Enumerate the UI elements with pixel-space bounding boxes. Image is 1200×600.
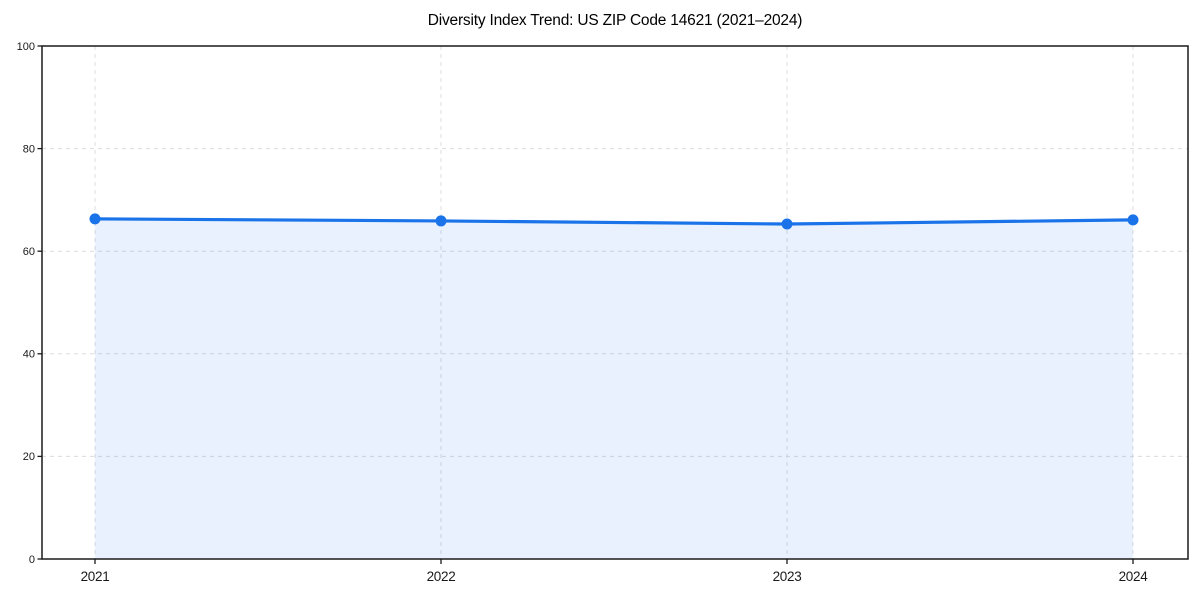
data-point-marker xyxy=(435,215,447,227)
y-tick-label: 80 xyxy=(23,143,35,155)
x-tick-label: 2021 xyxy=(81,569,110,584)
y-tick-label: 0 xyxy=(29,554,35,566)
x-tick-label: 2023 xyxy=(773,569,802,584)
y-tick-label: 60 xyxy=(23,246,35,258)
chart-title: Diversity Index Trend: US ZIP Code 14621… xyxy=(427,12,803,29)
y-tick-label: 100 xyxy=(17,41,35,53)
area-fill xyxy=(95,218,1133,560)
y-tick-label: 20 xyxy=(23,451,35,463)
data-point-marker xyxy=(781,218,793,230)
data-point-marker xyxy=(89,213,101,225)
data-point-marker xyxy=(1127,214,1139,226)
x-tick-label: 2024 xyxy=(1119,569,1149,584)
y-tick-label: 40 xyxy=(23,349,35,361)
trend-line xyxy=(93,217,1135,226)
x-tick-label: 2022 xyxy=(427,569,456,584)
plot-border xyxy=(41,45,1189,560)
